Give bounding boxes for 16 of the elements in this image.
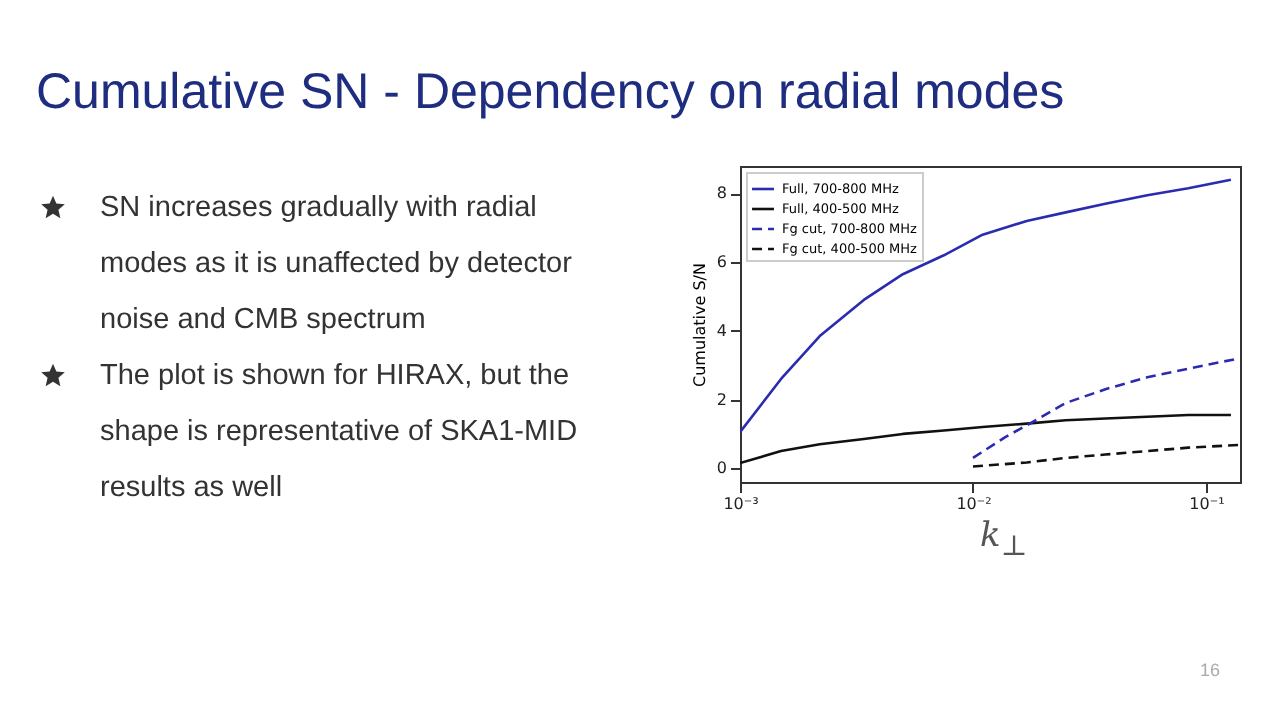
y-tick-label: 8 xyxy=(716,184,727,203)
text: 16 xyxy=(1200,660,1221,680)
x-tick-label: 10⁻³ xyxy=(723,495,759,513)
line-series xyxy=(740,178,1233,434)
x-tick-label: 10⁻² xyxy=(956,495,992,513)
y-axis-title: Cumulative S/N xyxy=(690,263,709,387)
line-series xyxy=(740,413,1233,465)
x-tick-label: 10⁻¹ xyxy=(1189,495,1225,513)
y-tick-label: 0 xyxy=(716,459,727,478)
text: The plot is shown for HIRAX, but the shape is representative of SKA1-MID results as well xyxy=(100,360,578,504)
text: SN increases gradually with radial modes as it is unaffected by detector noise and CMB spectrum xyxy=(100,192,572,336)
y-tick-label: 6 xyxy=(716,253,727,272)
x-axis-title: k$_{⊥}$ xyxy=(980,516,1028,563)
y-tick-label: 4 xyxy=(716,321,727,340)
chart-title: Cumulative SN - Dependency on radial modes xyxy=(36,64,1065,122)
y-tick-label: 2 xyxy=(716,390,727,409)
